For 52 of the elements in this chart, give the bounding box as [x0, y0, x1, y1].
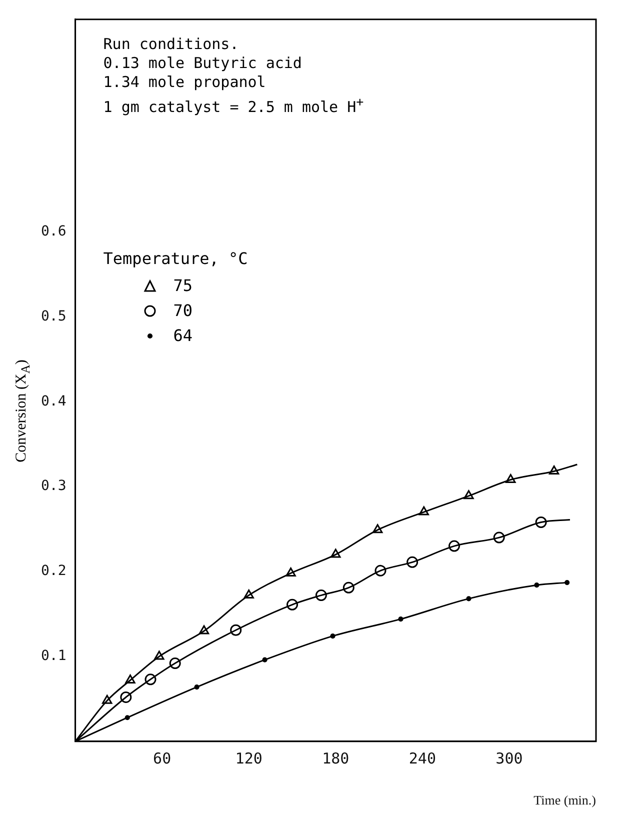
point [342, 582, 354, 594]
annotation: 1 gm catalyst = 2.5 m mole H$^{+}$ [103, 93, 364, 118]
point [374, 564, 386, 576]
legend-label: 70 [173, 301, 193, 320]
y-tick-label: 0.3 [40, 478, 66, 494]
x-tick-label: 300 [496, 749, 523, 768]
point [169, 658, 181, 670]
point [144, 674, 156, 686]
y-tick-label: 0.1 [40, 648, 66, 664]
point [406, 556, 418, 568]
point [330, 634, 336, 639]
y-tick-label: 0.2 [40, 563, 66, 580]
annotation: 0.13 mole Butyric acid [103, 54, 303, 74]
y-tick-label: 0.5 [40, 308, 66, 324]
y-tick-label: 0.6 [40, 223, 66, 240]
point [448, 540, 460, 552]
point [154, 650, 164, 660]
point [534, 582, 540, 588]
point [398, 616, 404, 622]
point [230, 624, 242, 636]
annotation: 1.34 mole propanol [103, 73, 267, 92]
point [464, 490, 474, 500]
point [535, 516, 547, 528]
point [262, 657, 268, 662]
point [194, 684, 200, 690]
point [372, 524, 383, 534]
point [315, 590, 327, 602]
point [286, 598, 298, 610]
point [120, 691, 132, 703]
annotation: Run conditions. [103, 35, 240, 54]
point [418, 506, 429, 516]
x-tick-label: 180 [322, 749, 350, 768]
point [286, 567, 296, 576]
legend-label: 75 [173, 276, 193, 296]
point [506, 474, 516, 484]
x-tick-label: 120 [235, 749, 262, 768]
legend-title: Temperature, °C [103, 249, 248, 268]
y-tick-label: 0.4 [40, 393, 66, 410]
point [548, 466, 560, 475]
point [198, 625, 210, 634]
point [124, 715, 130, 720]
legend-label: 64 [173, 326, 193, 346]
point [244, 590, 254, 599]
x-tick-label: 60 [153, 749, 172, 768]
x-tick-label: 240 [408, 749, 436, 768]
point [564, 580, 570, 586]
point [125, 674, 136, 684]
x-axis-title: Time (min.) [534, 792, 596, 808]
point [330, 548, 341, 558]
point [466, 596, 472, 602]
point [102, 694, 112, 704]
point [493, 532, 505, 544]
